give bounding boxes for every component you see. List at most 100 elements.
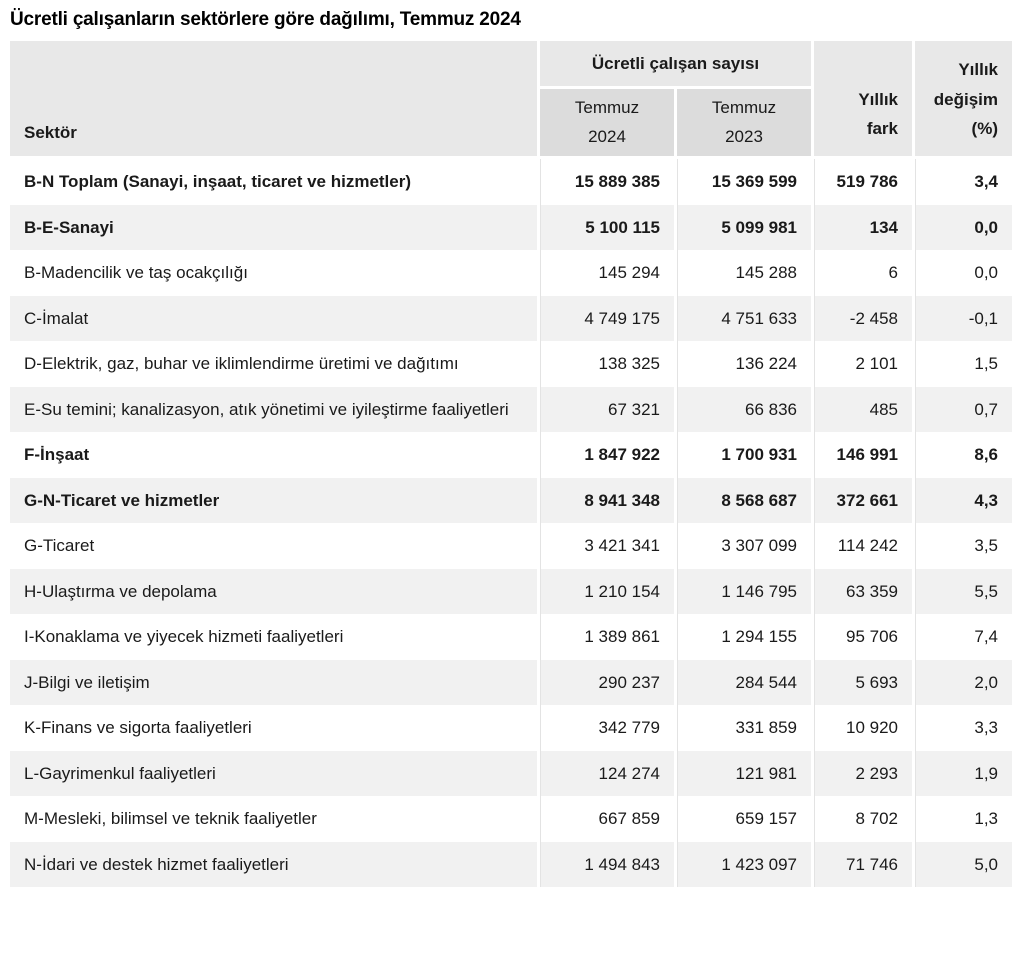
yearly-diff-cell: 2 293 [811, 750, 912, 796]
yearly-change-cell: 0,0 [912, 250, 1012, 296]
value-2023-cell: 5 099 981 [674, 204, 811, 250]
sector-cell: E-Su temini; kanalizasyon, atık yönetimi… [10, 386, 537, 432]
yearly-change-cell: 1,9 [912, 750, 1012, 796]
table-row: L-Gayrimenkul faaliyetleri 124 274 121 9… [10, 750, 1012, 796]
yearly-diff-cell: 134 [811, 204, 912, 250]
value-2024-cell: 138 325 [537, 341, 674, 387]
yearly-change-cell: 3,5 [912, 523, 1012, 569]
table-row: M-Mesleki, bilimsel ve teknik faaliyetle… [10, 796, 1012, 842]
yearly-change-cell: 7,4 [912, 614, 1012, 660]
value-2024-cell: 145 294 [537, 250, 674, 296]
value-2023-cell: 121 981 [674, 750, 811, 796]
yearly-change-cell: 8,6 [912, 432, 1012, 478]
column-header-yearly-diff: Yıllık fark [811, 41, 912, 159]
yearly-diff-cell: 485 [811, 386, 912, 432]
yearly-change-cell: 0,7 [912, 386, 1012, 432]
month-label: Temmuz [711, 97, 777, 117]
value-2023-cell: 66 836 [674, 386, 811, 432]
column-header-sector: Sektör [10, 41, 537, 159]
yearly-diff-cell: 114 242 [811, 523, 912, 569]
value-2023-cell: 659 157 [674, 796, 811, 842]
value-2024-cell: 8 941 348 [537, 477, 674, 523]
value-2023-cell: 284 544 [674, 659, 811, 705]
sector-cell: L-Gayrimenkul faaliyetleri [10, 750, 537, 796]
header-group-row: Sektör Ücretli çalışan sayısı Yıllık far… [10, 41, 1012, 159]
sector-cell: I-Konaklama ve yiyecek hizmeti faaliyetl… [10, 614, 537, 660]
yearly-change-cell: 3,4 [912, 159, 1012, 205]
table-row: E-Su temini; kanalizasyon, atık yönetimi… [10, 386, 1012, 432]
value-2023-cell: 331 859 [674, 705, 811, 751]
yearly-change-cell: 1,5 [912, 341, 1012, 387]
yearly-change-cell: -0,1 [912, 295, 1012, 341]
value-2023-cell: 1 146 795 [674, 568, 811, 614]
table-row: G-Ticaret 3 421 341 3 307 099 114 242 3,… [10, 523, 1012, 569]
yearly-diff-cell: 519 786 [811, 159, 912, 205]
yearly-change-cell: 0,0 [912, 204, 1012, 250]
table-row: B-N Toplam (Sanayi, inşaat, ticaret ve h… [10, 159, 1012, 205]
column-header-july-2024: Temmuz 2024 [537, 89, 674, 159]
value-2024-cell: 290 237 [537, 659, 674, 705]
table-row: D-Elektrik, gaz, buhar ve iklimlendirme … [10, 341, 1012, 387]
table-row: B-Madencilik ve taş ocakçılığı 145 294 1… [10, 250, 1012, 296]
month-label: Temmuz [574, 97, 640, 117]
yearly-diff-cell: 10 920 [811, 705, 912, 751]
value-2023-cell: 15 369 599 [674, 159, 811, 205]
sector-cell: J-Bilgi ve iletişim [10, 659, 537, 705]
sector-cell: N-İdari ve destek hizmet faaliyetleri [10, 841, 537, 887]
value-2023-cell: 145 288 [674, 250, 811, 296]
yearly-diff-cell: 146 991 [811, 432, 912, 478]
table-body: B-N Toplam (Sanayi, inşaat, ticaret ve h… [10, 159, 1012, 887]
yearly-change-cell: 3,3 [912, 705, 1012, 751]
value-2024-cell: 5 100 115 [537, 204, 674, 250]
value-2024-cell: 1 389 861 [537, 614, 674, 660]
column-header-yearly-change: Yıllık değişim (%) [912, 41, 1012, 159]
value-2023-cell: 136 224 [674, 341, 811, 387]
yearly-diff-cell: 372 661 [811, 477, 912, 523]
value-2024-cell: 1 847 922 [537, 432, 674, 478]
table-row: C-İmalat 4 749 175 4 751 633 -2 458 -0,1 [10, 295, 1012, 341]
yearly-diff-cell: -2 458 [811, 295, 912, 341]
page-title: Ücretli çalışanların sektörlere göre dağ… [10, 9, 521, 30]
sector-cell: K-Finans ve sigorta faaliyetleri [10, 705, 537, 751]
sector-cell: F-İnşaat [10, 432, 537, 478]
yearly-change-cell: 2,0 [912, 659, 1012, 705]
value-2023-cell: 1 700 931 [674, 432, 811, 478]
table-row: N-İdari ve destek hizmet faaliyetleri 1 … [10, 841, 1012, 887]
yearly-diff-cell: 8 702 [811, 796, 912, 842]
sector-cell: B-N Toplam (Sanayi, inşaat, ticaret ve h… [10, 159, 537, 205]
table-row: H-Ulaştırma ve depolama 1 210 154 1 146 … [10, 568, 1012, 614]
table-header: Sektör Ücretli çalışan sayısı Yıllık far… [10, 41, 1012, 159]
yearly-diff-cell: 63 359 [811, 568, 912, 614]
sector-cell: B-E-Sanayi [10, 204, 537, 250]
value-2024-cell: 667 859 [537, 796, 674, 842]
value-2024-cell: 15 889 385 [537, 159, 674, 205]
yearly-diff-cell: 2 101 [811, 341, 912, 387]
sector-cell: M-Mesleki, bilimsel ve teknik faaliyetle… [10, 796, 537, 842]
yearly-change-cell: 4,3 [912, 477, 1012, 523]
value-2023-cell: 4 751 633 [674, 295, 811, 341]
table-row: K-Finans ve sigorta faaliyetleri 342 779… [10, 705, 1012, 751]
yearly-diff-cell: 6 [811, 250, 912, 296]
sector-cell: H-Ulaştırma ve depolama [10, 568, 537, 614]
table-row: I-Konaklama ve yiyecek hizmeti faaliyetl… [10, 614, 1012, 660]
yearly-diff-cell: 71 746 [811, 841, 912, 887]
value-2024-cell: 3 421 341 [537, 523, 674, 569]
value-2023-cell: 1 294 155 [674, 614, 811, 660]
header-sub-row: Temmuz 2024 Temmuz 2023 [10, 89, 1012, 159]
yearly-change-cell: 5,0 [912, 841, 1012, 887]
table-row: G-N-Ticaret ve hizmetler 8 941 348 8 568… [10, 477, 1012, 523]
value-2024-cell: 342 779 [537, 705, 674, 751]
sector-cell: D-Elektrik, gaz, buhar ve iklimlendirme … [10, 341, 537, 387]
sector-cell: C-İmalat [10, 295, 537, 341]
value-2024-cell: 1 210 154 [537, 568, 674, 614]
value-2024-cell: 4 749 175 [537, 295, 674, 341]
value-2023-cell: 1 423 097 [674, 841, 811, 887]
year-label: 2023 [725, 126, 763, 146]
yearly-change-cell: 1,3 [912, 796, 1012, 842]
value-2024-cell: 1 494 843 [537, 841, 674, 887]
yearly-change-cell: 5,5 [912, 568, 1012, 614]
sector-cell: G-Ticaret [10, 523, 537, 569]
yearly-diff-cell: 95 706 [811, 614, 912, 660]
column-group-header-paid-employees: Ücretli çalışan sayısı [537, 41, 811, 89]
